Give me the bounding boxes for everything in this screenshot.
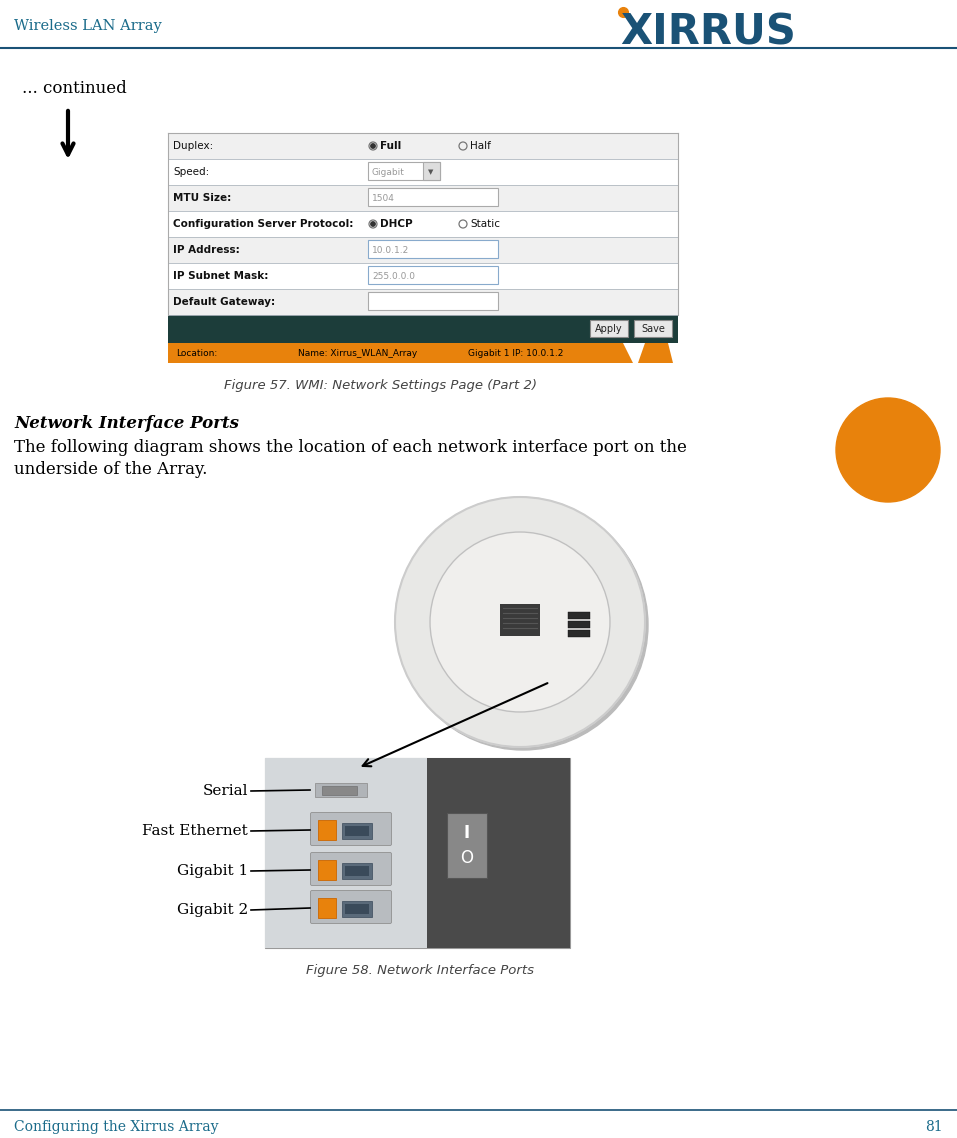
Text: ▼: ▼ [429,170,434,175]
Bar [315,783,367,797]
Bar [368,292,498,310]
Bar [265,758,427,948]
Text: Configuring the Xirrus Array: Configuring the Xirrus Array [14,1120,218,1133]
Bar [568,630,590,637]
Circle shape [370,143,375,148]
Text: Gigabit 1 IP: 10.0.1.2: Gigabit 1 IP: 10.0.1.2 [468,348,564,357]
Text: Fast Ethernet: Fast Ethernet [143,824,248,838]
Circle shape [836,398,940,502]
Bar [427,758,570,948]
Circle shape [398,500,648,750]
Text: ... continued: ... continued [22,80,126,97]
Bar [345,904,369,914]
Text: Speed:: Speed: [173,167,210,178]
Text: underside of the Array.: underside of the Array. [14,461,208,478]
Text: Name: Xirrus_WLAN_Array: Name: Xirrus_WLAN_Array [298,348,417,357]
Bar [345,866,369,876]
Bar [318,860,336,880]
Text: Gigabit 2: Gigabit 2 [177,902,248,917]
Text: Location:: Location: [176,348,217,357]
Text: Default Gateway:: Default Gateway: [173,297,275,307]
Bar [168,133,678,159]
FancyBboxPatch shape [310,813,391,846]
FancyBboxPatch shape [310,852,391,885]
Bar [447,813,487,879]
Text: 255.0.0.0: 255.0.0.0 [372,272,415,280]
Text: I: I [463,824,470,842]
Bar [168,211,678,237]
Bar [423,162,440,180]
Text: 81: 81 [925,1120,943,1133]
Text: Apply: Apply [595,323,623,333]
Text: MTU Size:: MTU Size: [173,193,232,203]
Bar [318,898,336,918]
FancyBboxPatch shape [310,891,391,924]
Text: Full: Full [380,141,401,151]
Text: Gigabit 1: Gigabit 1 [177,864,248,879]
Text: IP Subnet Mask:: IP Subnet Mask: [173,271,268,281]
Text: Save: Save [641,323,665,333]
Bar [318,820,336,840]
Bar [368,240,498,258]
Text: The following diagram shows the location of each network interface port on the: The following diagram shows the location… [14,439,687,456]
Bar [322,786,357,795]
Text: Figure 57. WMI: Network Settings Page (Part 2): Figure 57. WMI: Network Settings Page (P… [224,379,537,391]
Bar [590,320,628,337]
Bar [568,621,590,628]
Circle shape [370,222,375,226]
Circle shape [395,497,645,747]
Text: Configuration Server Protocol:: Configuration Server Protocol: [173,218,353,229]
Bar [168,237,678,263]
Bar [265,758,570,948]
Text: Network Interface Ports: Network Interface Ports [14,415,239,432]
Text: XIRRUS: XIRRUS [620,11,796,53]
Bar [342,901,372,917]
Bar [168,185,678,211]
Bar [368,188,498,206]
Bar [368,162,440,180]
Text: Static: Static [470,218,500,229]
Bar [168,315,678,343]
Text: Serial: Serial [203,784,248,798]
Text: Figure 58. Network Interface Ports: Figure 58. Network Interface Ports [306,964,534,978]
Text: Duplex:: Duplex: [173,141,213,151]
Text: Gigabit: Gigabit [371,167,404,176]
Circle shape [430,531,610,712]
Text: IP Address:: IP Address: [173,245,240,255]
Bar [342,863,372,879]
Polygon shape [623,343,678,363]
Text: Wireless LAN Array: Wireless LAN Array [14,19,162,33]
Bar [345,826,369,836]
Text: DHCP: DHCP [380,218,412,229]
Polygon shape [638,343,673,363]
Bar [168,289,678,315]
Bar [634,320,672,337]
Bar [168,159,678,185]
Text: O: O [460,849,473,867]
Bar [168,263,678,289]
Text: 1504: 1504 [372,193,395,203]
Bar [500,604,540,636]
Bar [368,266,498,284]
Bar [342,823,372,839]
Text: Half: Half [470,141,491,151]
Bar [168,343,678,363]
Text: 10.0.1.2: 10.0.1.2 [372,246,410,255]
Bar [568,612,590,619]
